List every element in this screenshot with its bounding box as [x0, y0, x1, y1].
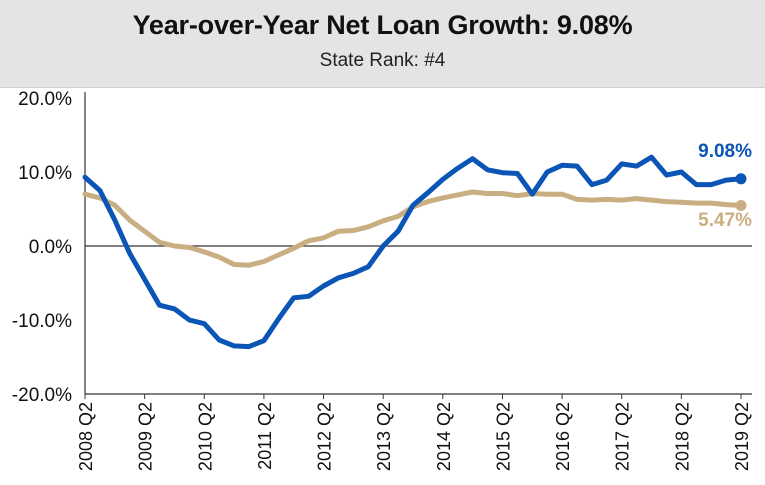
- x-tick-label: 2015 Q2: [493, 402, 513, 471]
- y-tick-label: 20.0%: [18, 89, 72, 110]
- x-tick-label: 2017 Q2: [613, 402, 633, 471]
- x-tick-label: 2011 Q2: [255, 402, 275, 470]
- series-end-marker: [735, 173, 747, 185]
- y-tick-label: 0.0%: [29, 237, 72, 258]
- x-tick-label: 2018 Q2: [672, 402, 692, 471]
- chart-header: Year-over-Year Net Loan Growth: 9.08% St…: [0, 0, 765, 88]
- x-tick-label: 2013 Q2: [374, 402, 394, 471]
- y-tick-label: 10.0%: [18, 163, 72, 184]
- x-tick-label: 2008 Q2: [76, 402, 96, 471]
- y-tick-label: -10.0%: [12, 311, 72, 332]
- series-line: [82, 154, 744, 350]
- series-end-label: 5.47%: [698, 210, 752, 231]
- x-tick-label: 2019 Q2: [732, 402, 752, 471]
- x-tick-label: 2009 Q2: [136, 402, 156, 471]
- chart-title: Year-over-Year Net Loan Growth: 9.08%: [132, 10, 633, 40]
- chart-subtitle: State Rank: #4: [319, 50, 446, 71]
- x-tick-label: 2010 Q2: [195, 402, 215, 471]
- series-end-label: 9.08%: [698, 141, 752, 162]
- x-tick-label: 2012 Q2: [315, 402, 335, 471]
- x-tick-label: 2014 Q2: [434, 402, 454, 471]
- x-tick-label: 2016 Q2: [553, 402, 573, 471]
- series-end-marker: [735, 200, 747, 212]
- y-tick-label: -20.0%: [12, 385, 72, 406]
